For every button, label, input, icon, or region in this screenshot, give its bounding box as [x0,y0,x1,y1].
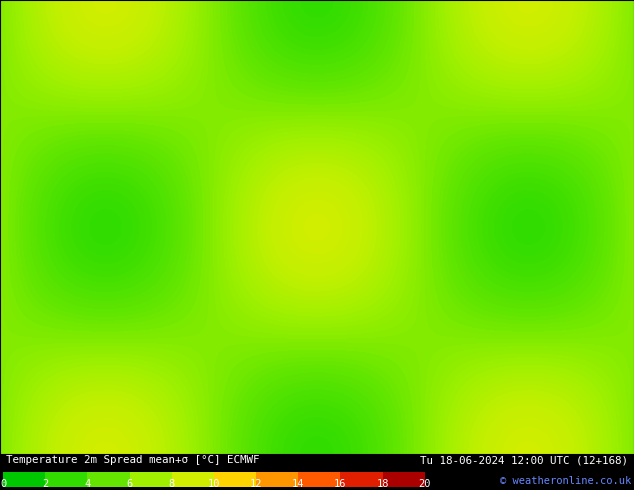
Bar [299,472,340,487]
Bar [3,472,46,487]
Text: 14: 14 [292,479,304,489]
Bar [130,472,172,487]
Text: © weatheronline.co.uk: © weatheronline.co.uk [500,476,631,486]
Text: 2: 2 [42,479,48,489]
Text: Tu 18-06-2024 12:00 UTC (12+168): Tu 18-06-2024 12:00 UTC (12+168) [420,455,628,466]
Text: 4: 4 [84,479,91,489]
Bar [340,472,383,487]
Text: 6: 6 [127,479,133,489]
Text: 12: 12 [250,479,262,489]
Bar [256,472,299,487]
Text: 16: 16 [334,479,347,489]
Bar [87,472,130,487]
Bar [172,472,214,487]
Text: 20: 20 [418,479,431,489]
Text: 10: 10 [208,479,220,489]
Text: 0: 0 [0,479,6,489]
Text: 8: 8 [169,479,175,489]
Bar [383,472,425,487]
Text: 18: 18 [377,479,389,489]
Bar [214,472,256,487]
Bar [46,472,87,487]
Text: Temperature 2m Spread mean+σ [°C] ECMWF: Temperature 2m Spread mean+σ [°C] ECMWF [6,455,260,466]
